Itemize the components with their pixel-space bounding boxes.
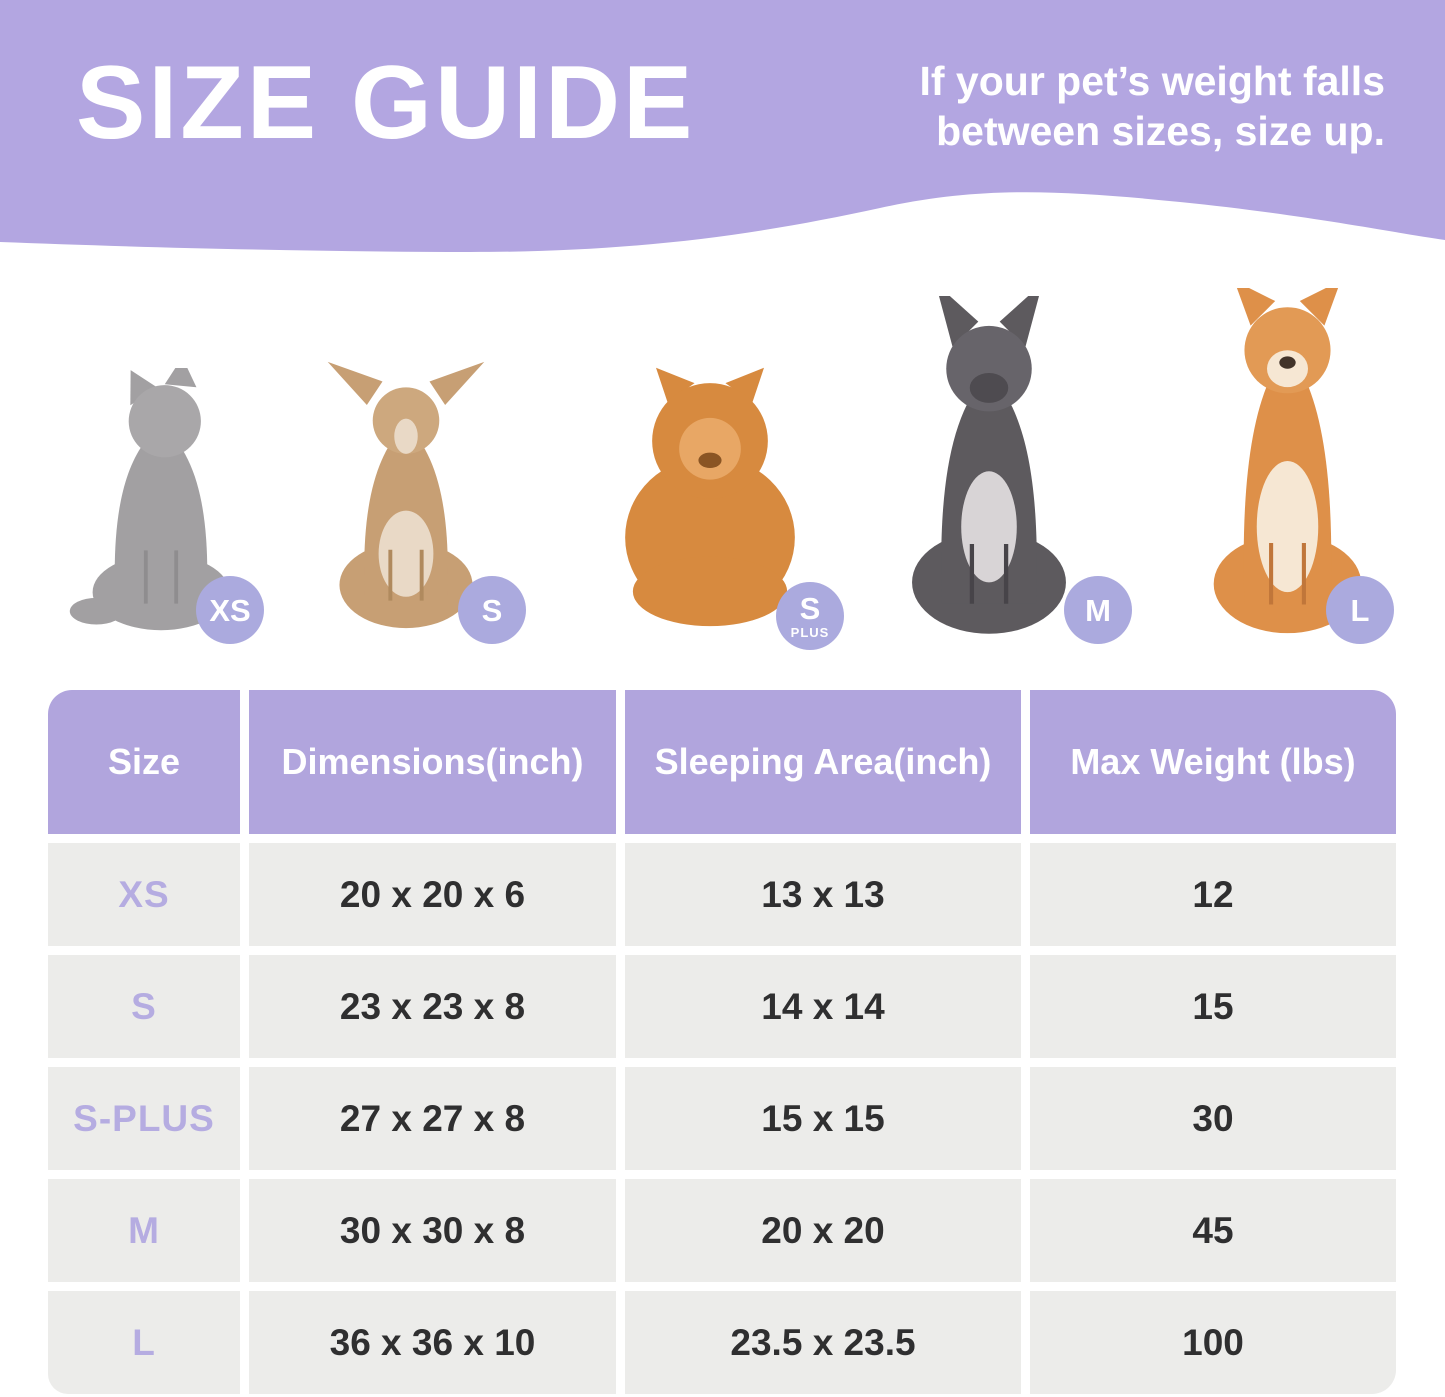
table-row-xs-max-weight: 12	[1030, 843, 1396, 946]
page-title: SIZE GUIDE	[76, 45, 696, 161]
pet-pomeranian	[595, 360, 825, 635]
chihuahua-image	[327, 361, 485, 629]
table-row-l-size: L	[48, 1291, 240, 1394]
size-table: Size Dimensions(inch) Sleeping Area(inch…	[48, 690, 1396, 1394]
sizing-note: If your pet’s weight falls between sizes…	[920, 56, 1386, 156]
table-row-s-plus-max-weight: 30	[1030, 1067, 1396, 1170]
shiba-inu-image	[1213, 280, 1362, 634]
table-row-s-sleeping-area: 14 x 14	[625, 955, 1021, 1058]
column-header-size: Size	[48, 690, 240, 834]
table-row-xs-dimensions: 20 x 20 x 6	[249, 843, 616, 946]
table-row-m-size: M	[48, 1179, 240, 1282]
size-badge-l-label: L	[1350, 592, 1370, 628]
cat-image	[69, 357, 230, 631]
column-header-max-weight: Max Weight (lbs)	[1030, 690, 1396, 834]
table-row-m-dimensions: 30 x 30 x 8	[249, 1179, 616, 1282]
size-badge-xs-label: XS	[209, 592, 251, 628]
sizing-note-line1: If your pet’s weight falls	[919, 58, 1386, 104]
table-row-s-plus-dimensions: 27 x 27 x 8	[249, 1067, 616, 1170]
size-badge-s-label: S	[481, 592, 503, 628]
pet-chihuahua	[308, 358, 504, 637]
table-row-xs-sleeping-area: 13 x 13	[625, 843, 1021, 946]
column-header-sleeping-area: Sleeping Area(inch)	[625, 690, 1021, 834]
header-wave-banner	[0, 0, 1445, 252]
table-row-m-max-weight: 45	[1030, 1179, 1396, 1282]
size-badge-s-plus-label: S	[799, 591, 821, 626]
table-row-s-plus-sleeping-area: 15 x 15	[625, 1067, 1021, 1170]
table-row-l-sleeping-area: 23.5 x 23.5	[625, 1291, 1021, 1394]
sizing-note-line2: between sizes, size up.	[936, 108, 1385, 155]
french-bulldog-image	[912, 283, 1066, 634]
table-row-l-max-weight: 100	[1030, 1291, 1396, 1394]
table-row-s-size: S	[48, 955, 240, 1058]
size-badge-m: M	[1064, 576, 1132, 644]
size-badge-xs: XS	[196, 576, 264, 644]
pomeranian-image	[625, 367, 795, 627]
size-badge-s: S	[458, 576, 526, 644]
table-row-s-max-weight: 15	[1030, 955, 1396, 1058]
size-badge-s-plus: S PLUS	[776, 582, 844, 650]
size-badge-l: L	[1326, 576, 1394, 644]
pet-french-bulldog	[882, 283, 1096, 643]
size-badge-s-plus-sublabel: PLUS	[790, 625, 830, 640]
pet-shiba-inu	[1185, 280, 1390, 643]
size-badge-m-label: M	[1085, 592, 1111, 628]
table-row-s-plus-size: S-PLUS	[48, 1067, 240, 1170]
table-row-s-dimensions: 23 x 23 x 8	[249, 955, 616, 1058]
pet-cat	[66, 357, 256, 639]
table-row-l-dimensions: 36 x 36 x 10	[249, 1291, 616, 1394]
table-row-xs-size: XS	[48, 843, 240, 946]
table-row-m-sleeping-area: 20 x 20	[625, 1179, 1021, 1282]
column-header-dimensions: Dimensions(inch)	[249, 690, 616, 834]
